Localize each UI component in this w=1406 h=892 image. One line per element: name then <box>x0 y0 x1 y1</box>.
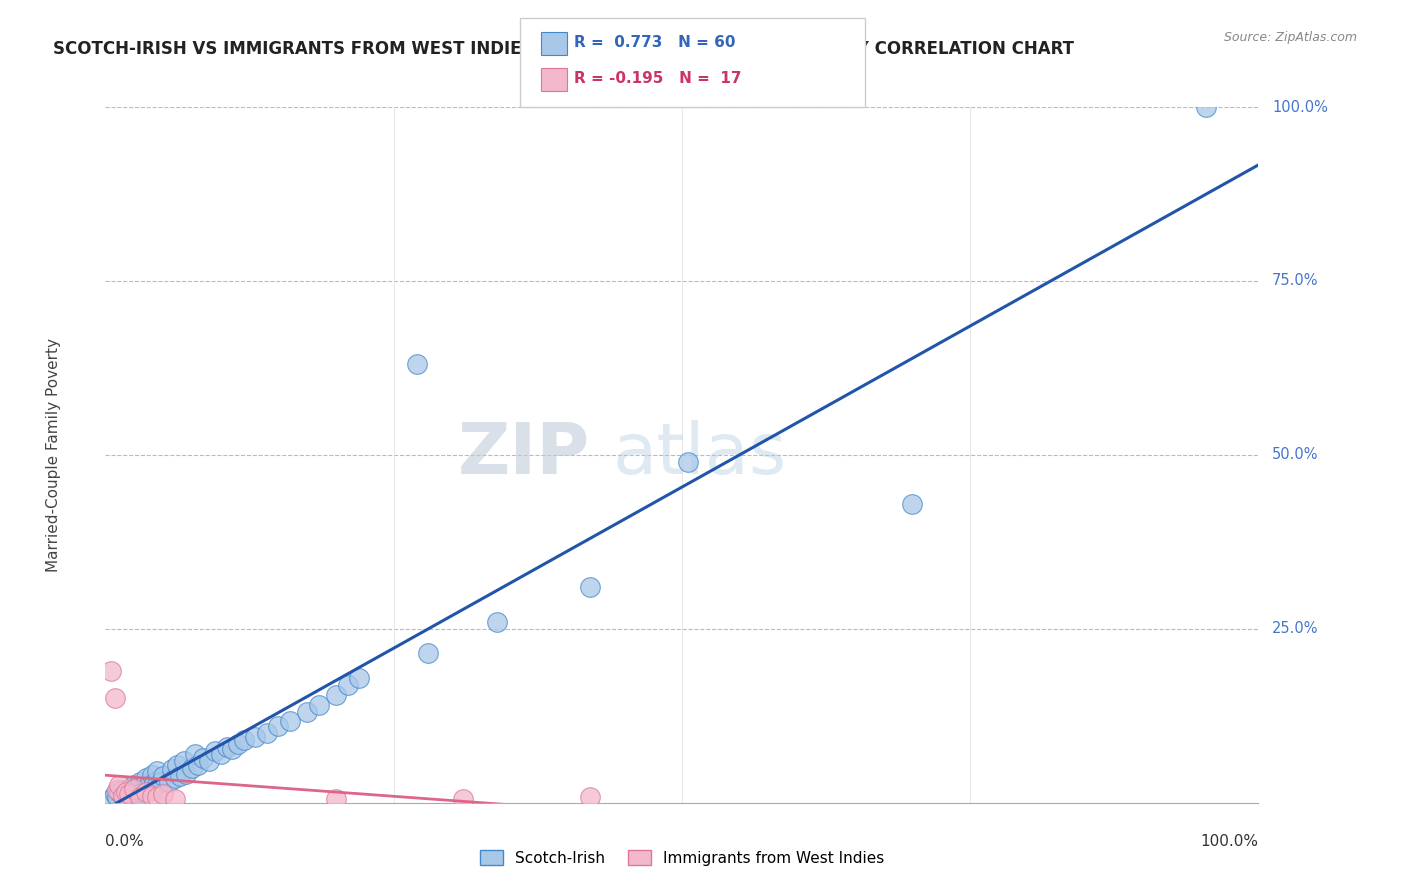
Point <box>129 775 152 789</box>
Point <box>162 763 184 777</box>
Point <box>578 790 600 805</box>
Point <box>256 726 278 740</box>
Point <box>105 790 128 805</box>
Text: ZIP: ZIP <box>457 420 589 490</box>
Point <box>405 358 427 372</box>
Text: 100.0%: 100.0% <box>1201 834 1258 849</box>
Point <box>117 788 139 802</box>
Point <box>131 785 153 799</box>
Point <box>105 783 128 797</box>
Point <box>245 730 267 744</box>
Point <box>104 788 127 802</box>
Point <box>215 740 238 755</box>
Point <box>193 750 215 764</box>
Point <box>152 769 174 783</box>
Point <box>124 778 146 792</box>
Point <box>115 785 138 799</box>
Point <box>135 781 157 796</box>
Point <box>187 757 209 772</box>
Point <box>221 741 243 756</box>
Point <box>325 792 347 806</box>
Point <box>204 744 226 758</box>
Point <box>163 792 186 806</box>
Point <box>198 754 221 768</box>
Point <box>163 772 186 786</box>
Text: R = -0.195   N =  17: R = -0.195 N = 17 <box>574 71 741 86</box>
Text: R =  0.773   N = 60: R = 0.773 N = 60 <box>574 36 735 50</box>
Point <box>108 778 131 792</box>
Point <box>152 788 174 802</box>
Point <box>135 772 157 786</box>
Point <box>104 691 127 706</box>
Text: Source: ZipAtlas.com: Source: ZipAtlas.com <box>1223 31 1357 45</box>
Point <box>111 783 134 797</box>
Point <box>901 497 924 511</box>
Text: SCOTCH-IRISH VS IMMIGRANTS FROM WEST INDIES MARRIED-COUPLE FAMILY POVERTY CORREL: SCOTCH-IRISH VS IMMIGRANTS FROM WEST IND… <box>53 40 1074 58</box>
Point <box>129 790 152 805</box>
Point <box>184 747 207 761</box>
Point <box>149 775 172 789</box>
Point <box>141 789 163 803</box>
Point <box>100 792 122 806</box>
Point <box>486 615 509 629</box>
Point <box>127 785 149 799</box>
Point <box>676 455 699 469</box>
Point <box>146 764 169 779</box>
Text: 75.0%: 75.0% <box>1272 274 1319 288</box>
Point <box>166 757 188 772</box>
Point <box>111 789 134 803</box>
Point <box>108 785 131 799</box>
Point <box>146 790 169 805</box>
Point <box>111 789 134 803</box>
Point <box>115 790 138 805</box>
Point <box>142 776 165 790</box>
Point <box>173 754 195 768</box>
Point <box>124 781 146 796</box>
Point <box>124 783 146 797</box>
Text: 50.0%: 50.0% <box>1272 448 1319 462</box>
Point <box>157 775 180 789</box>
Point <box>120 785 142 799</box>
Text: atlas: atlas <box>613 420 787 490</box>
Text: 100.0%: 100.0% <box>1272 100 1329 114</box>
Text: 0.0%: 0.0% <box>105 834 145 849</box>
Point <box>295 706 318 720</box>
Point <box>278 714 301 728</box>
Point <box>141 783 163 797</box>
Point <box>578 580 600 594</box>
Point <box>232 733 254 747</box>
Point <box>146 778 169 792</box>
Legend: Scotch-Irish, Immigrants from West Indies: Scotch-Irish, Immigrants from West Indie… <box>474 844 890 871</box>
Point <box>169 769 191 783</box>
Point <box>336 677 359 691</box>
Point <box>180 761 202 775</box>
Point <box>209 747 232 761</box>
Point <box>138 778 160 792</box>
Text: Married-Couple Family Poverty: Married-Couple Family Poverty <box>46 338 60 572</box>
Point <box>451 792 474 806</box>
Point <box>325 688 347 702</box>
Point <box>129 781 152 796</box>
Point <box>1195 100 1218 114</box>
Text: 25.0%: 25.0% <box>1272 622 1319 636</box>
Point <box>267 719 290 733</box>
Point <box>135 785 157 799</box>
Point <box>174 766 197 780</box>
Point <box>117 788 139 802</box>
Point <box>347 671 370 685</box>
Point <box>418 646 440 660</box>
Point <box>226 737 249 751</box>
Point <box>308 698 330 713</box>
Point <box>141 768 163 782</box>
Point <box>117 781 139 796</box>
Point <box>100 664 122 678</box>
